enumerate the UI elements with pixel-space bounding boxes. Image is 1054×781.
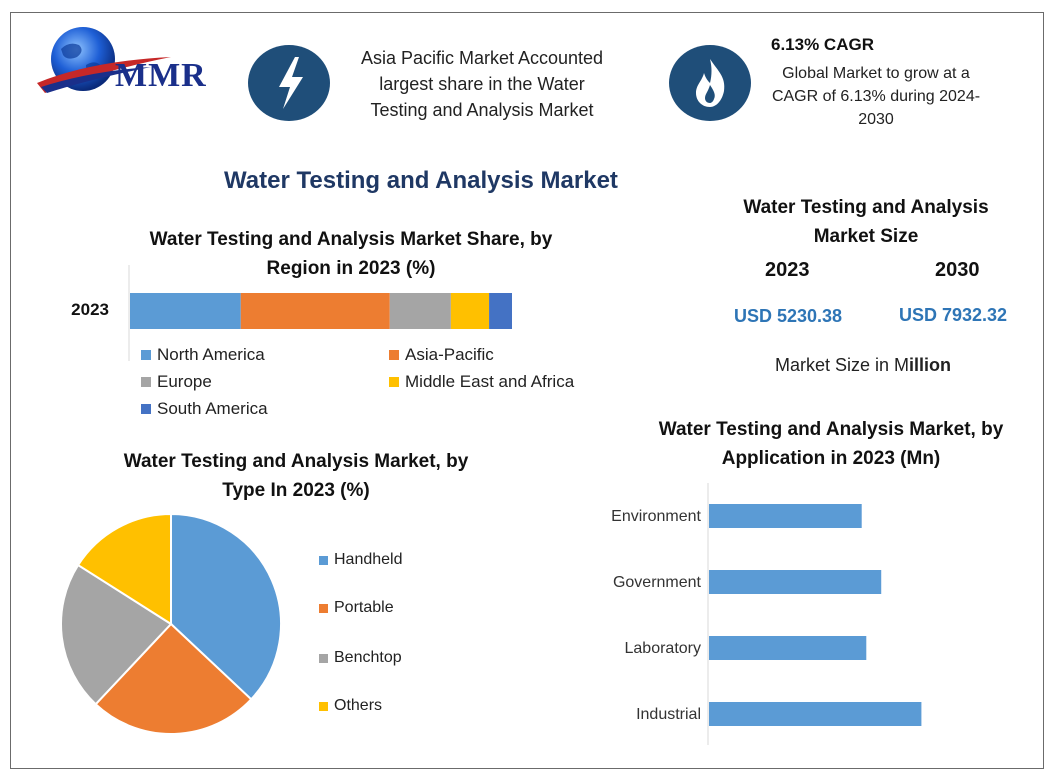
region-bar-segment-north-america bbox=[130, 293, 241, 329]
application-title-line1: Water Testing and Analysis Market, by bbox=[658, 419, 1004, 440]
infographic-frame: MMR Asia Pacific Market Accounted larges… bbox=[10, 12, 1044, 769]
legend-middle-east-africa: Middle East and Africa bbox=[389, 372, 574, 392]
region-bar-segment-europe bbox=[389, 293, 451, 329]
region-chart-title: Water Testing and Analysis Market Share,… bbox=[101, 225, 601, 283]
type-pie-chart bbox=[60, 512, 282, 735]
info1-line1: Asia Pacific Market Accounted bbox=[360, 48, 604, 68]
asia-pacific-info: Asia Pacific Market Accounted largest sh… bbox=[337, 45, 627, 123]
cagr-title: 6.13% CAGR bbox=[771, 35, 874, 54]
legend-swatch bbox=[319, 603, 328, 613]
pie-slice-portable bbox=[94, 622, 253, 735]
year-2023: 2023 bbox=[765, 259, 810, 281]
mmr-logo bbox=[31, 21, 221, 111]
application-bar-laboratory bbox=[709, 636, 867, 660]
market-size-title-line1: Water Testing and Analysis bbox=[743, 197, 989, 218]
legend-label: South America bbox=[157, 399, 268, 418]
type-title-line1: Water Testing and Analysis Market, by bbox=[123, 451, 469, 472]
application-category-label: Laboratory bbox=[625, 640, 702, 657]
unit-suffix: illion bbox=[909, 355, 952, 375]
application-bar-industrial bbox=[709, 702, 922, 726]
legend-others: Others bbox=[319, 697, 382, 715]
cagr-description: Global Market to grow at a CAGR of 6.13%… bbox=[756, 62, 996, 131]
legend-europe: Europe bbox=[141, 372, 212, 392]
application-category-label: Environment bbox=[611, 508, 701, 525]
legend-label: Others bbox=[334, 697, 383, 714]
legend-label: Asia-Pacific bbox=[405, 345, 494, 364]
info1-line3: Testing and Analysis Market bbox=[370, 100, 594, 120]
market-size-title: Water Testing and Analysis Market Size bbox=[701, 193, 1031, 251]
market-size-2023-value: USD 5230.38 bbox=[734, 306, 843, 326]
legend-swatch bbox=[389, 377, 399, 387]
legend-label: North America bbox=[157, 345, 265, 364]
type-title-line2: Type In 2023 (%) bbox=[222, 480, 370, 501]
year-2030: 2030 bbox=[935, 259, 980, 281]
legend-handheld: Handheld bbox=[319, 551, 403, 569]
unit-prefix: Market Size in M bbox=[775, 355, 910, 375]
region-bar-segment-asia-pacific bbox=[240, 293, 390, 329]
legend-label: Portable bbox=[334, 599, 394, 616]
legend-benchtop: Benchtop bbox=[319, 649, 402, 667]
pie-slice-others bbox=[76, 512, 172, 626]
legend-swatch bbox=[319, 653, 328, 663]
legend-asia-pacific: Asia-Pacific bbox=[389, 345, 494, 365]
legend-south-america: South America bbox=[141, 399, 268, 419]
legend-swatch bbox=[389, 350, 399, 360]
market-size-2030-value: USD 7932.32 bbox=[899, 305, 1008, 325]
application-bar-environment bbox=[709, 504, 862, 528]
region-title-line1: Water Testing and Analysis Market Share,… bbox=[149, 229, 553, 250]
legend-swatch bbox=[141, 404, 151, 414]
region-title-line2: Region in 2023 (%) bbox=[266, 258, 436, 279]
legend-swatch bbox=[319, 555, 328, 565]
legend-swatch bbox=[141, 350, 151, 360]
info1-line2: largest share in the Water bbox=[379, 74, 585, 94]
cagr-line1: Global Market to grow at a bbox=[782, 65, 970, 82]
region-legend: North America Asia-Pacific Europe Middle… bbox=[141, 345, 621, 425]
cagr-line2: CAGR of 6.13% during 2024- bbox=[771, 88, 981, 105]
application-chart-title: Water Testing and Analysis Market, by Ap… bbox=[631, 415, 1031, 473]
logo-text: MMR bbox=[115, 57, 207, 94]
flame-icon bbox=[666, 43, 756, 123]
region-bar-segment-south-america bbox=[489, 293, 512, 329]
region-stacked-bar-chart: 2023 bbox=[71, 265, 512, 361]
type-legend: Handheld Portable Benchtop Others bbox=[319, 551, 459, 731]
region-bar-segment-middle-east-and-africa bbox=[450, 293, 490, 329]
legend-portable: Portable bbox=[319, 599, 394, 617]
lightning-icon bbox=[245, 43, 335, 123]
application-bar-chart: Environment Government Laboratory Industria… bbox=[611, 483, 922, 745]
pie-slice-handheld bbox=[170, 512, 282, 701]
legend-label: Middle East and Africa bbox=[405, 372, 575, 391]
region-category-label: 2023 bbox=[71, 300, 109, 319]
application-bar-government bbox=[709, 570, 882, 594]
legend-swatch bbox=[319, 701, 328, 711]
legend-swatch bbox=[141, 377, 151, 387]
application-title-line2: Application in 2023 (Mn) bbox=[721, 448, 941, 469]
cagr-line3: 2030 bbox=[858, 111, 894, 128]
market-size-title-line2: Market Size bbox=[813, 226, 919, 247]
legend-label: Europe bbox=[157, 372, 212, 391]
type-chart-title: Water Testing and Analysis Market, by Ty… bbox=[61, 447, 531, 505]
application-category-label: Industrial bbox=[636, 706, 701, 723]
legend-label: Handheld bbox=[334, 551, 403, 568]
page-title: Water Testing and Analysis Market bbox=[224, 167, 618, 194]
legend-label: Benchtop bbox=[334, 649, 402, 666]
application-category-label: Government bbox=[613, 574, 702, 591]
legend-north-america: North America bbox=[141, 345, 265, 365]
pie-slice-benchtop bbox=[60, 563, 173, 706]
market-size-unit: Market Size in Million bbox=[775, 355, 951, 376]
